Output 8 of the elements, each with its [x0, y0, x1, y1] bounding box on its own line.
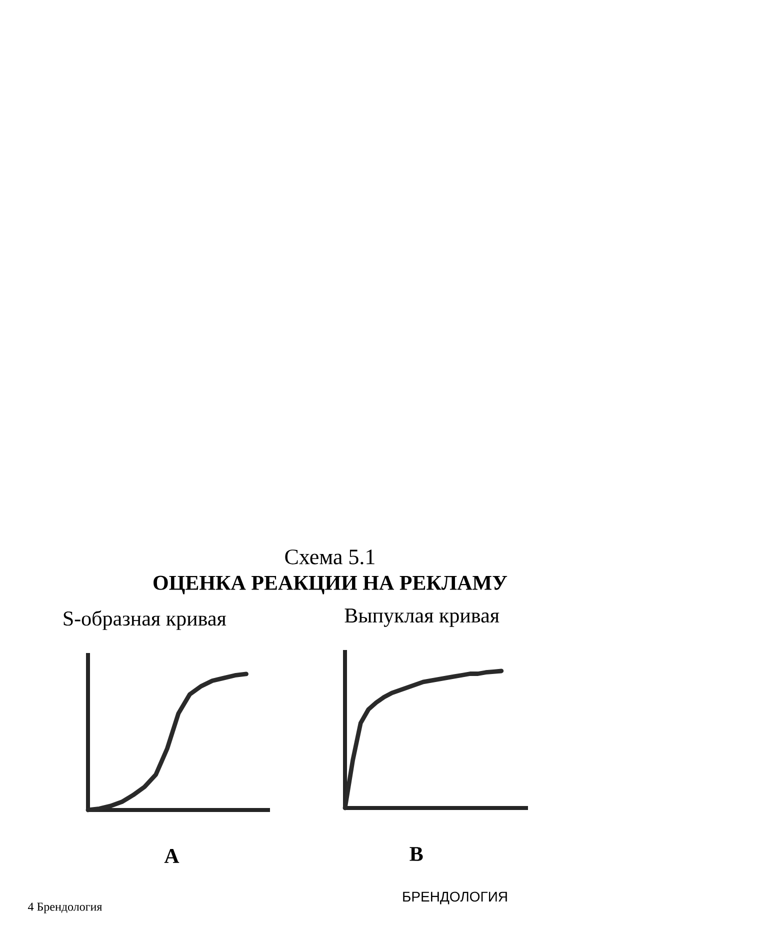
- text: Схема 5.1: [285, 550, 374, 564]
- x-axis-title: A: [164, 849, 180, 863]
- text: БРЕНДОЛОГИЯ: [403, 892, 507, 904]
- chart-title: S-образная кривая: [64, 610, 226, 630]
- text: ОЦЕНКА РЕАКЦИИ НА РЕКЛАМУ: [154, 576, 508, 594]
- chart-title: Выпуклая кривая: [344, 608, 500, 627]
- text: 4 Брендология: [28, 902, 102, 914]
- x-axis-title: B: [410, 847, 423, 861]
